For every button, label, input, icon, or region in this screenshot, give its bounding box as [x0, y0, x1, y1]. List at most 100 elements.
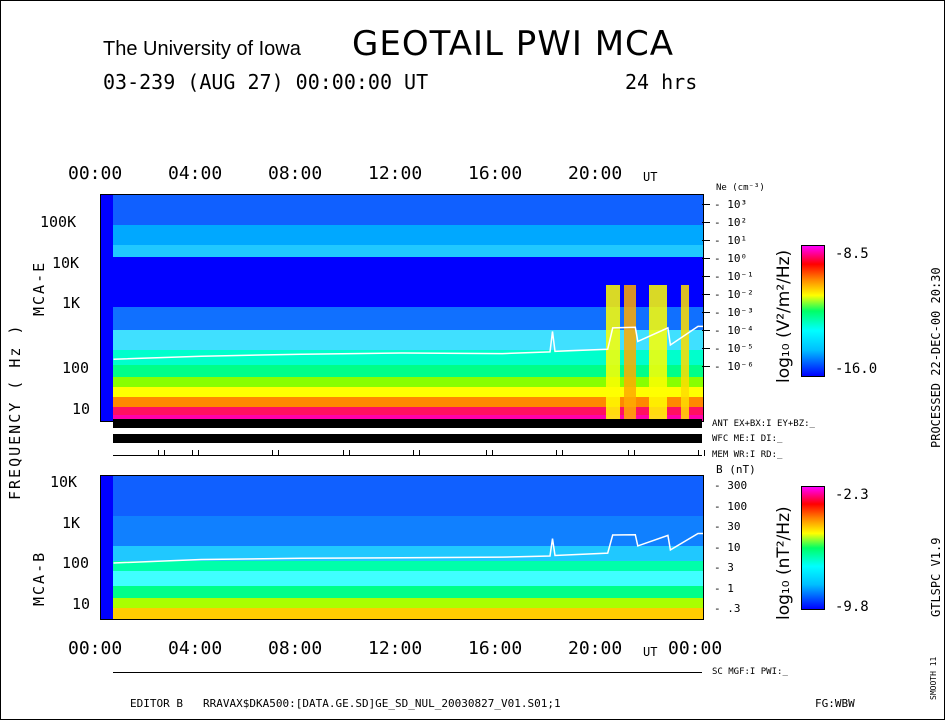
ne-tick-mark-5 [702, 294, 710, 295]
e-tick-10: 10 [72, 400, 91, 418]
e-burst-2 [649, 285, 667, 421]
e-burst-0 [606, 285, 620, 421]
ne-tick-mark-8 [702, 348, 710, 349]
ne-tick-label-1: - 10² [714, 216, 748, 229]
mem-mark-6 [556, 450, 563, 456]
b-right-tick-label-0: - 300 [714, 479, 748, 492]
bottom-ut-label: UT [643, 645, 658, 659]
b-band-4 [101, 571, 703, 586]
b-colorbar-max: -2.3 [835, 487, 869, 503]
date-line: 03-239 (AUG 27) 00:00:00 UT [103, 70, 429, 94]
ne-tick-label-6: - 10⁻³ [714, 306, 754, 319]
frequency-axis-label: FREQUENCY ( Hz ) [6, 323, 24, 501]
b-data-gap [101, 476, 113, 619]
ne-tick-label-9: - 10⁻⁶ [714, 360, 754, 373]
b-tick-1k: 1K [62, 514, 81, 532]
b-colorbar [801, 486, 825, 610]
top-tick-3: 12:00 [368, 163, 423, 184]
e-band-11 [101, 397, 703, 407]
ne-tick-mark-4 [702, 276, 710, 277]
ne-tick-mark-0 [702, 204, 710, 205]
top-ut-label: UT [643, 170, 658, 184]
version-stamp: GTLSPC V1.9 [929, 537, 943, 617]
bottom-tick-3: 12:00 [368, 638, 423, 659]
b-right-tick-label-6: - .3 [714, 602, 741, 615]
b-right-tick-label-5: - 1 [714, 581, 734, 595]
mem-mark-3 [343, 450, 350, 456]
mem-mark-2 [272, 450, 279, 456]
e-tick-10k: 10K [52, 254, 80, 272]
e-band-13 [101, 415, 703, 421]
mca-e-spectrogram [100, 194, 704, 422]
b-colorbar-min: -9.8 [835, 599, 869, 615]
e-tick-100: 100 [62, 359, 90, 377]
b-band-3 [101, 561, 703, 571]
bottom-tick-5: 20:00 [568, 638, 623, 659]
b-tick-100: 100 [62, 554, 90, 572]
ne-tick-label-7: - 10⁻⁴ [714, 324, 754, 337]
b-axis-label: B (nT) [716, 463, 756, 476]
wfc-status-bar [113, 434, 702, 443]
fg-label: FG:WBW [815, 697, 855, 710]
b-band-7 [101, 608, 703, 619]
page-title: GEOTAIL PWI MCA [352, 24, 675, 64]
b-band-5 [101, 586, 703, 598]
b-right-tick-label-2: - 30 [714, 520, 741, 533]
b-field-line [113, 532, 703, 564]
b-band-6 [101, 598, 703, 608]
e-band-7 [101, 350, 703, 365]
top-tick-0: 00:00 [68, 163, 123, 184]
e-band-2 [101, 245, 703, 257]
processed-stamp: PROCESSED 22-DEC-00 20:30 [929, 267, 943, 448]
mem-mark-8 [698, 450, 705, 456]
wfc-status-text: WFC ME:I DI:_ [712, 434, 783, 444]
e-band-1 [101, 225, 703, 245]
top-tick-4: 16:00 [468, 163, 523, 184]
ne-tick-label-0: - 10³ [714, 198, 748, 211]
mem-status-text: MEM WR:I RD:_ [712, 450, 783, 460]
e-band-8 [101, 365, 703, 377]
file-path: RRAVAX$DKA500:[DATA.GE.SD]GE_SD_NUL_2003… [203, 697, 561, 710]
mem-mark-4 [413, 450, 420, 456]
bottom-tick-4: 16:00 [468, 638, 523, 659]
bottom-tick-1: 04:00 [168, 638, 223, 659]
ne-tick-label-3: - 10⁰ [714, 252, 748, 265]
ne-axis-label: Ne (cm⁻³) [716, 183, 765, 193]
ne-tick-mark-9 [702, 366, 710, 367]
e-band-4 [101, 295, 703, 307]
ne-tick-mark-2 [702, 240, 710, 241]
top-tick-2: 08:00 [268, 163, 323, 184]
ant-status-text: ANT EX+BX:I EY+BZ:_ [712, 419, 815, 429]
mem-status-line [113, 455, 702, 456]
ne-tick-mark-7 [702, 330, 710, 331]
sc-status-text: SC MGF:I PWI:_ [712, 667, 788, 677]
e-band-12 [101, 407, 703, 415]
ne-tick-mark-3 [702, 258, 710, 259]
b-band-1 [101, 516, 703, 546]
smooth-stamp: SMOOTH 11 [929, 656, 938, 700]
duration-label: 24 hrs [625, 70, 698, 94]
e-burst-3 [681, 285, 689, 421]
e-band-10 [101, 387, 703, 397]
e-band-0 [101, 195, 703, 225]
b-tick-10: 10 [72, 595, 91, 613]
ne-tick-label-5: - 10⁻² [714, 288, 754, 301]
ne-tick-mark-1 [702, 222, 710, 223]
ne-density-line [113, 325, 703, 360]
institution-label: The University of Iowa [103, 38, 301, 60]
bottom-tick-0: 00:00 [68, 638, 123, 659]
bottom-tick-6: 00:00 [668, 638, 723, 659]
e-tick-1k: 1K [62, 294, 81, 312]
ne-tick-label-4: - 10⁻¹ [714, 270, 754, 283]
mem-mark-7 [628, 450, 635, 456]
mca-e-label: MCA-E [30, 260, 48, 316]
top-tick-5: 20:00 [568, 163, 623, 184]
ne-tick-label-2: - 10¹ [714, 234, 748, 247]
mca-b-spectrogram [100, 475, 704, 620]
e-colorbar-max: -8.5 [835, 246, 869, 262]
mem-mark-0 [158, 450, 165, 456]
e-colorbar-label: log₁₀ (V²/m²/Hz) [774, 249, 794, 383]
e-band-5 [101, 307, 703, 330]
b-colorbar-label: log₁₀ (nT²/Hz) [774, 506, 794, 620]
top-tick-1: 04:00 [168, 163, 223, 184]
